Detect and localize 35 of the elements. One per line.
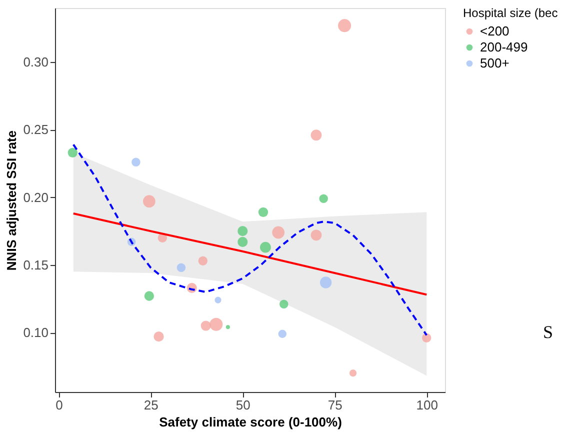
x-axis-title: Safety climate score (0-100%) xyxy=(159,414,342,430)
legend-label: <200 xyxy=(480,24,510,38)
line-series xyxy=(72,212,428,296)
legend-label: 200-499 xyxy=(480,40,528,54)
text: S xyxy=(543,322,554,342)
point xyxy=(176,263,186,272)
y-tick-label: 0.30 xyxy=(23,54,48,70)
point xyxy=(310,230,322,241)
x-tick-label: 0 xyxy=(56,398,63,412)
point xyxy=(278,330,286,338)
point xyxy=(260,242,271,253)
y-tick-label: 0.10 xyxy=(23,325,48,340)
point xyxy=(68,148,78,158)
point xyxy=(422,333,432,343)
point xyxy=(132,158,140,167)
y-tick-label: 0.20 xyxy=(23,190,48,205)
x-tick-label: 25 xyxy=(144,398,158,412)
point xyxy=(279,300,288,308)
x-tick-label: 75 xyxy=(328,398,342,412)
point xyxy=(198,256,208,266)
legend-title: Hospital size (bec xyxy=(463,6,558,20)
x-tick-label: 100 xyxy=(416,398,438,412)
point xyxy=(144,291,154,301)
point xyxy=(200,320,211,331)
y-tick-label: 0.25 xyxy=(23,122,48,138)
y-axis-title: NNIS adjusted SSI rate xyxy=(4,130,20,271)
point xyxy=(319,194,328,204)
legend-label: 500+ xyxy=(480,56,510,70)
point xyxy=(154,332,164,342)
point xyxy=(238,226,248,236)
x-tick-label: 50 xyxy=(236,398,250,412)
y-tick-label: 0.15 xyxy=(23,257,48,272)
point xyxy=(238,236,248,247)
point xyxy=(258,207,268,217)
point xyxy=(310,130,322,141)
